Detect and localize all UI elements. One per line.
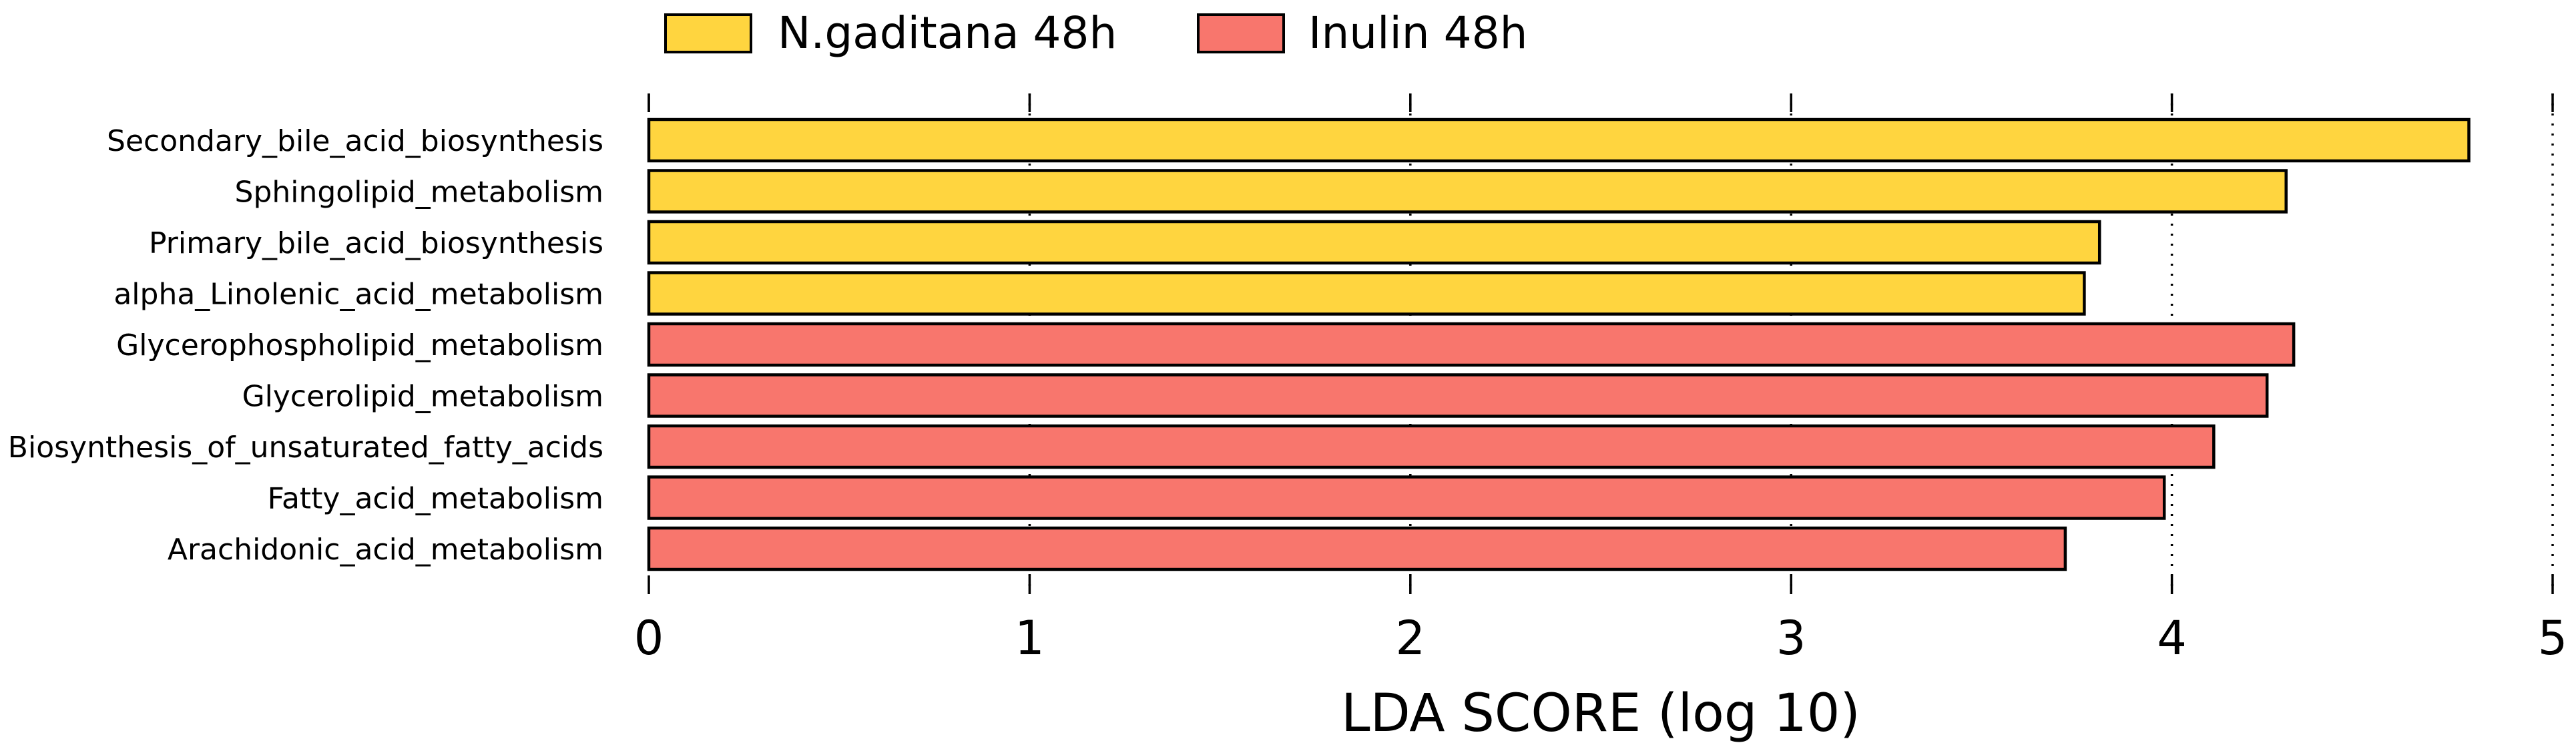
bar-6: [647, 373, 2269, 418]
legend-swatch-2: [1197, 13, 1285, 53]
category-label-5: Glycerophospholipid_metabolism: [116, 328, 603, 362]
category-labels: Secondary_bile_acid_biosynthesis Sphingol…: [8, 124, 603, 567]
category-label-2: Sphingolipid_metabolism: [235, 176, 603, 210]
category-label-1: Secondary_bile_acid_biosynthesis: [107, 124, 603, 158]
x-axis-title: LDA SCORE (log 10): [1341, 684, 1860, 744]
bar-8: [647, 475, 2166, 520]
x-tick-label-1: 1: [1015, 611, 1045, 666]
bar-2: [647, 169, 2288, 214]
bar-9: [647, 526, 2067, 571]
x-tick-label-4: 4: [2157, 611, 2187, 666]
bar-4: [647, 271, 2086, 316]
bar-1: [647, 117, 2471, 163]
legend-label-1: N.gaditana 48h: [778, 7, 1117, 59]
bar-7: [647, 424, 2216, 469]
x-tick-label-2: 2: [1396, 611, 1426, 666]
category-label-3: Primary_bile_acid_biosynthesis: [149, 226, 603, 260]
x-tick-label-0: 0: [634, 611, 664, 666]
x-axis-ticks: 0 1 2 3 4 5: [634, 611, 2568, 666]
category-label-7: Biosynthesis_of_unsaturated_fatty_acids: [8, 431, 603, 465]
bar-3: [647, 220, 2101, 265]
chart-legend: N.gaditana 48h Inulin 48h: [664, 7, 1527, 59]
x-tick-label-3: 3: [1776, 611, 1806, 666]
legend-label-2: Inulin 48h: [1308, 7, 1527, 59]
category-label-4: alpha_Linolenic_acid_metabolism: [113, 278, 603, 312]
bars-group: [647, 117, 2471, 571]
category-label-9: Arachidonic_acid_metabolism: [168, 533, 603, 567]
legend-swatch-1: [664, 13, 752, 53]
category-label-6: Glycerolipid_metabolism: [242, 380, 603, 414]
bar-5: [647, 322, 2296, 367]
category-label-8: Fatty_acid_metabolism: [268, 482, 603, 516]
x-tick-label-5: 5: [2538, 611, 2568, 666]
